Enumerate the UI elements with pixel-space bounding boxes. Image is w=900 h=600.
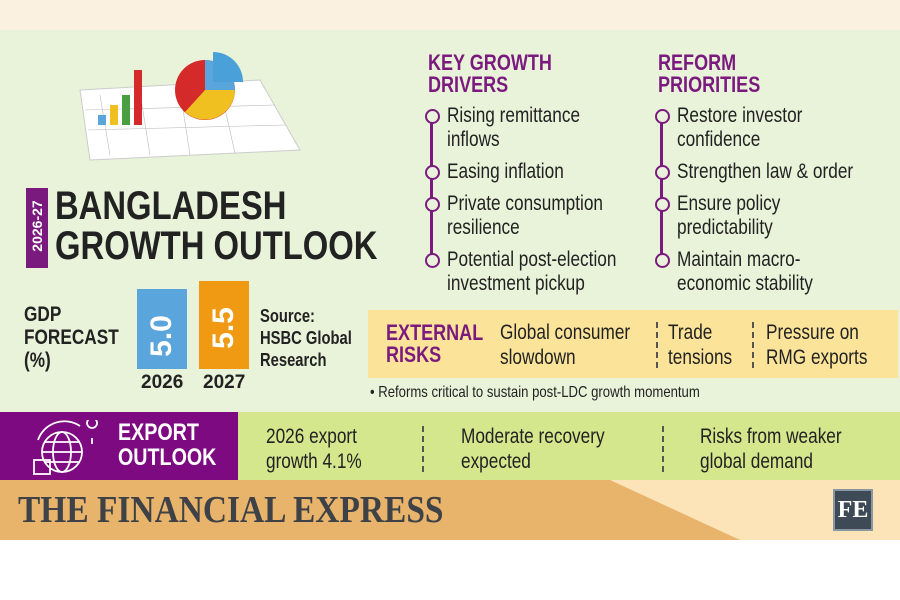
bar-value-label: 5.0 — [145, 315, 178, 357]
risk-item: Trade tensions — [668, 321, 733, 369]
bar-2027: 5.5 — [199, 281, 249, 369]
risks-heading: EXTERNAL RISKS — [386, 320, 484, 367]
reforms-list: Restore investor confidence Strengthen la… — [655, 104, 895, 304]
reform-note: • Reforms critical to sustain post-LDC g… — [370, 384, 700, 401]
bar-category-label: 2026 — [141, 372, 184, 393]
gdp-label: GDP FORECAST (%) — [24, 303, 119, 372]
export-item: Risks from weaker global demand — [700, 425, 842, 473]
bar-value-label: 5.5 — [207, 307, 240, 349]
risk-item: Global consumer slowdown — [500, 321, 631, 369]
globe-export-icon — [33, 420, 98, 475]
drivers-list: Rising remittance inflows Easing inflatio… — [425, 104, 655, 304]
risk-item: Pressure on RMG exports — [766, 321, 868, 369]
export-item: Moderate recovery expected — [461, 425, 605, 473]
list-item: Maintain macro-economic stability — [655, 248, 843, 296]
list-item: Ensure policy predictability — [655, 192, 803, 240]
bar-2026: 5.0 — [137, 289, 187, 369]
page-title: BANGLADESH GROWTH OUTLOOK — [55, 184, 378, 268]
drivers-heading: KEY GROWTH DRIVERS — [428, 50, 552, 97]
list-item: Restore investor confidence — [655, 104, 830, 152]
reforms-heading: REFORM PRIORITIES — [658, 50, 761, 97]
brand-logo: FE — [833, 489, 873, 531]
export-heading-panel: EXPORT OUTLOOK — [0, 412, 238, 480]
brand-name: THE FINANCIAL EXPRESS — [18, 489, 444, 531]
source-note: Source: HSBC Global Research — [260, 306, 352, 370]
list-item: Rising remittance inflows — [425, 104, 609, 152]
list-item: Private consumption resilience — [425, 192, 637, 240]
top-strip — [0, 0, 900, 30]
chart-illustration-icon — [79, 52, 301, 161]
external-risks-panel: EXTERNAL RISKS Global consumer slowdown Tr… — [368, 310, 898, 378]
bar-category-label: 2027 — [203, 372, 246, 393]
export-item: 2026 export growth 4.1% — [266, 425, 362, 473]
footer-band — [0, 480, 740, 540]
export-heading: EXPORT OUTLOOK — [118, 419, 217, 471]
list-item: Potential post-election investment pickup — [425, 248, 654, 296]
list-item: Strengthen law & order — [655, 160, 892, 184]
list-item: Easing inflation — [425, 160, 589, 184]
year-badge: 2026-27 — [26, 188, 48, 268]
